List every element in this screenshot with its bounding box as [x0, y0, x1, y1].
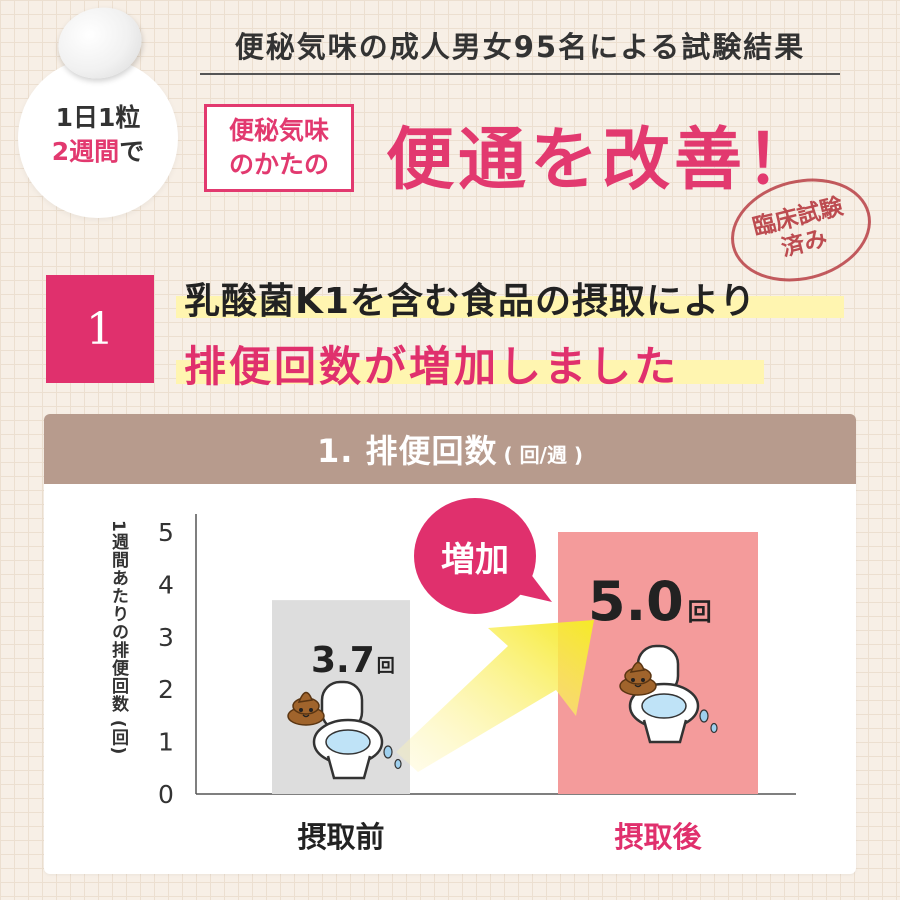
target-group-box: 便秘気味 のかたの	[204, 104, 354, 192]
y-tick-labels: 0 1 2 3 4 5	[158, 518, 174, 809]
section-number: 1	[86, 303, 114, 355]
bar-value-label-before: 3.7 回	[311, 640, 395, 681]
main-claim: 便通を改善！	[386, 120, 819, 200]
section-claim-line-1: 乳酸菌K1を含む食品の摂取により	[184, 281, 757, 322]
target-line-1: 便秘気味	[228, 116, 329, 145]
y-tick-3: 3	[158, 623, 174, 652]
y-tick-1: 1	[158, 728, 174, 757]
toilet-icon-before	[312, 680, 402, 780]
chart-title: 1. 排便回数	[316, 432, 498, 470]
badge-dosage-text: 1日1粒	[55, 103, 141, 132]
highlight-bar-2	[176, 360, 764, 384]
bar-value-label-after: 5.0 回	[588, 570, 712, 633]
chart-header: 1. 排便回数 ( 回/週 )	[44, 414, 856, 484]
y-axis-label: 1週間あたりの排便回数 (回)	[108, 520, 128, 756]
bar-value-after: 5.0	[588, 570, 684, 633]
section-claim-line-2: 排便回数が増加しました	[184, 342, 680, 391]
target-line-2: のかたの	[228, 150, 329, 179]
increase-callout-text: 増加	[441, 539, 509, 580]
y-tick-4: 4	[158, 570, 174, 599]
category-label-after: 摂取後	[614, 820, 702, 854]
bar-value-unit-before: 回	[376, 656, 395, 678]
study-title: 便秘気味の成人男女95名による試験結果	[234, 30, 806, 64]
poop-icon-before	[287, 691, 325, 726]
badge-duration-suffix: で	[119, 137, 145, 166]
poop-icon-after	[619, 661, 657, 696]
title-divider	[200, 73, 840, 75]
y-tick-2: 2	[158, 675, 174, 704]
toilet-icon-after	[628, 644, 718, 744]
y-tick-0: 0	[158, 780, 174, 809]
bar-value-before: 3.7	[311, 640, 375, 682]
bar-value-unit-after: 回	[687, 598, 712, 626]
section-number-box: 1	[46, 275, 154, 383]
badge-duration-accent: 2週間	[51, 137, 120, 166]
increase-callout: 増加	[414, 498, 536, 614]
chart-title-unit: ( 回/週 )	[503, 442, 584, 467]
increase-arrow-icon	[396, 620, 594, 772]
category-label-before: 摂取前	[297, 820, 385, 854]
badge-duration-text: 2週間で	[18, 132, 178, 168]
y-tick-5: 5	[158, 518, 174, 547]
dosage-badge	[18, 58, 178, 218]
highlight-bar-1	[176, 296, 844, 318]
